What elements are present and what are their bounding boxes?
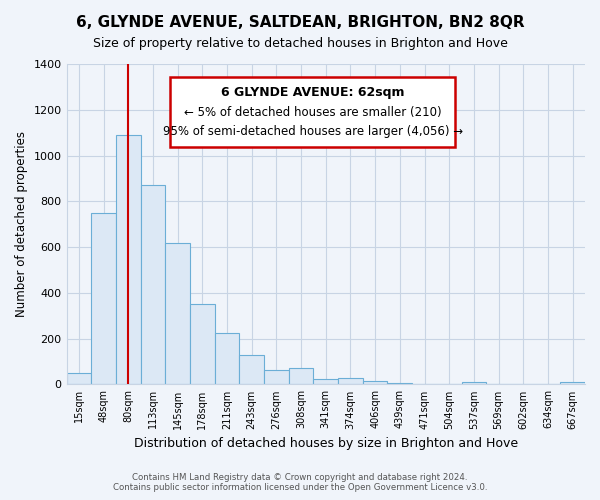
Bar [215, 333, 239, 384]
Bar [140, 186, 165, 384]
Text: 6, GLYNDE AVENUE, SALTDEAN, BRIGHTON, BN2 8QR: 6, GLYNDE AVENUE, SALTDEAN, BRIGHTON, BN… [76, 15, 524, 30]
Bar [91, 213, 116, 384]
Text: Size of property relative to detached houses in Brighton and Hove: Size of property relative to detached ho… [92, 38, 508, 51]
Bar [190, 304, 215, 384]
Y-axis label: Number of detached properties: Number of detached properties [15, 131, 28, 317]
Bar [116, 135, 140, 384]
Bar [289, 368, 313, 384]
Text: Contains HM Land Registry data © Crown copyright and database right 2024.
Contai: Contains HM Land Registry data © Crown c… [113, 473, 487, 492]
Bar [560, 382, 585, 384]
Bar [363, 381, 388, 384]
Bar [461, 382, 486, 384]
Bar [239, 354, 264, 384]
Bar [165, 242, 190, 384]
Text: ← 5% of detached houses are smaller (210): ← 5% of detached houses are smaller (210… [184, 106, 442, 118]
Text: 95% of semi-detached houses are larger (4,056) →: 95% of semi-detached houses are larger (… [163, 126, 463, 138]
Bar [338, 378, 363, 384]
X-axis label: Distribution of detached houses by size in Brighton and Hove: Distribution of detached houses by size … [134, 437, 518, 450]
Bar [67, 373, 91, 384]
Bar [313, 378, 338, 384]
Text: 6 GLYNDE AVENUE: 62sqm: 6 GLYNDE AVENUE: 62sqm [221, 86, 404, 99]
FancyBboxPatch shape [170, 77, 455, 148]
Bar [264, 370, 289, 384]
